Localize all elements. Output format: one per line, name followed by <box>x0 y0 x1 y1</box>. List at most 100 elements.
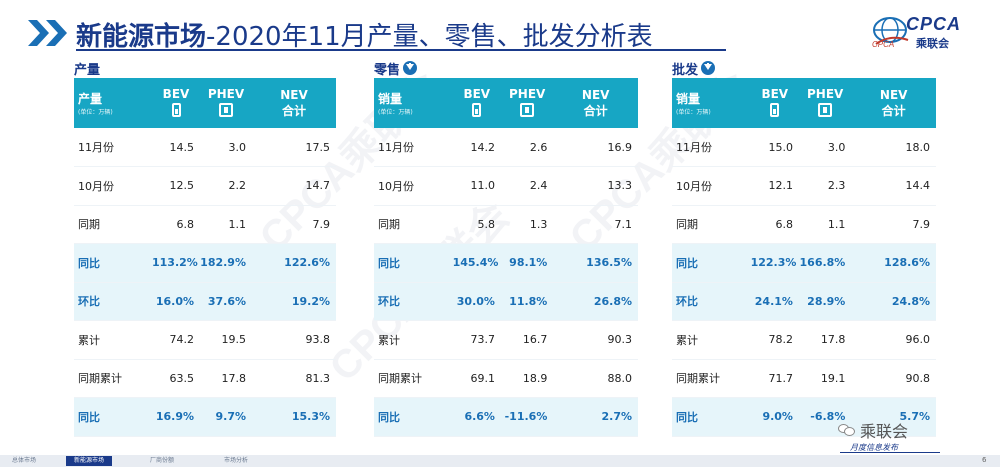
cell-nev: 7.9 <box>912 217 931 231</box>
footer-tab[interactable]: 新能源市场 <box>66 456 113 466</box>
cell-bev: 11.0 <box>470 179 495 193</box>
header-nev-top: NEV <box>280 87 308 102</box>
header-phev-label: PHEV <box>508 86 546 101</box>
cell-bev: 71.7 <box>768 371 793 385</box>
section-title-text: 零售 <box>374 62 401 78</box>
header-nev: NEV 合计 <box>553 78 638 128</box>
cell-bev: 16.0% <box>152 282 200 321</box>
arrow-down-circle-icon <box>701 61 716 75</box>
header-metric-label: 销量 <box>676 92 701 106</box>
header-bev-label: BEV <box>162 86 190 101</box>
header-nev-bottom: 合计 <box>881 103 906 118</box>
row-label: 11月份 <box>78 141 114 154</box>
cell-phev: 166.8% <box>798 243 852 282</box>
cell-nev: 18.0 <box>905 140 931 154</box>
header-unit: (单位：万辆) <box>676 109 711 116</box>
cell-nev: 88.0 <box>607 371 633 385</box>
cell-nev: 13.3 <box>607 179 633 193</box>
table-row: 累计 74.2 19.5 93.8 <box>74 321 336 359</box>
data-table: 产量 (单位：万辆) BEV PHEV NEV 合计 11月份 14.5 3.0 17.5 10月份… <box>74 78 336 437</box>
table-row: 累计 73.7 16.7 90.3 <box>374 321 638 359</box>
fuel-pump-icon <box>818 102 833 117</box>
cell-bev: 30.0% <box>452 282 501 321</box>
header-bev: BEV <box>453 78 501 128</box>
cell-nev: 136.5% <box>553 243 638 282</box>
fuel-pump-icon <box>219 102 233 117</box>
cell-bev: 145.4% <box>452 243 501 282</box>
table-row: 11月份 15.0 3.0 18.0 <box>672 128 936 167</box>
table-row: 同比 113.2% 182.9% 122.6% <box>74 243 336 282</box>
table-row: 环比 24.1% 28.9% 24.8% <box>672 282 936 321</box>
cell-nev: 90.8 <box>905 371 931 385</box>
section-title-text: 产量 <box>74 62 101 78</box>
cell-bev: 69.1 <box>470 371 495 385</box>
row-label: 环比 <box>74 282 152 321</box>
footer-tab[interactable]: 市场分析 <box>224 457 249 464</box>
wechat-account: 乘联会 <box>838 418 908 442</box>
cell-phev: 28.9% <box>798 282 852 321</box>
table-row: 10月份 11.0 2.4 13.3 <box>374 167 638 205</box>
cell-bev: 74.2 <box>169 333 195 347</box>
table-row: 环比 30.0% 11.8% 26.8% <box>374 282 638 321</box>
slogan: 月度信息发布 <box>850 443 898 452</box>
header-nev-top: NEV <box>581 87 610 102</box>
cell-nev: 81.3 <box>305 371 331 385</box>
cell-bev: 9.0% <box>750 397 799 436</box>
cell-nev: 7.1 <box>614 217 633 231</box>
row-label: 10月份 <box>676 179 712 193</box>
fuel-pump-icon <box>520 102 535 117</box>
page-title-bold: 新能源市场 <box>76 22 207 52</box>
footer-tab[interactable]: 厂商份额 <box>150 457 175 464</box>
table-row: 同期累计 63.5 17.8 81.3 <box>74 359 336 398</box>
cell-bev: 6.8 <box>176 217 195 231</box>
cell-nev: 26.8% <box>553 282 638 321</box>
battery-icon <box>472 102 482 117</box>
cell-nev: 19.2% <box>252 282 336 321</box>
row-label: 累计 <box>676 333 698 347</box>
row-label: 同期 <box>78 218 100 232</box>
cpca-logo: CPCA 乘联会 CPCA <box>870 14 970 52</box>
table-row: 同比 6.6% -11.6% 2.7% <box>374 397 638 436</box>
table-row: 同期 6.8 1.1 7.9 <box>74 205 336 244</box>
cell-phev: 2.6 <box>529 140 548 154</box>
header-nev: NEV 合计 <box>851 78 936 128</box>
cell-phev: 1.1 <box>228 217 247 231</box>
table-header-row: 销量 (单位：万辆) BEV PHEV NEV 合计 <box>672 78 936 128</box>
header-bev-label: BEV <box>463 86 491 101</box>
header-phev: PHEV <box>200 78 252 128</box>
header-metric: 产量 (单位：万辆) <box>74 78 152 128</box>
cell-phev: 2.4 <box>529 179 548 193</box>
cell-bev: 5.8 <box>477 217 495 231</box>
title-underline <box>76 49 726 51</box>
cell-phev: 16.7 <box>522 333 548 347</box>
cell-phev: 17.8 <box>820 333 846 347</box>
row-label: 环比 <box>672 282 751 321</box>
header-phev-label: PHEV <box>806 86 844 101</box>
section-title-text: 批发 <box>672 62 699 78</box>
cell-bev: 6.6% <box>452 397 501 436</box>
table-row: 累计 78.2 17.8 96.0 <box>672 321 936 359</box>
cell-phev: 11.8% <box>500 282 554 321</box>
row-label: 同比 <box>74 397 152 436</box>
header-bev: BEV <box>152 78 200 128</box>
footer-tab[interactable]: 总体市场 <box>12 457 37 464</box>
row-label: 同比 <box>374 397 453 436</box>
globe-icon <box>873 17 909 45</box>
header-metric-label: 销量 <box>378 92 403 106</box>
cell-bev: 16.9% <box>152 397 200 436</box>
table-row: 同比 9.0% -6.8% 5.7% <box>672 397 936 436</box>
logo-cn: 乘联会 <box>916 37 949 50</box>
row-label: 同比 <box>672 397 751 436</box>
page-number: 6 <box>982 456 987 464</box>
cell-bev: 78.2 <box>768 333 793 347</box>
cell-nev: 24.8% <box>851 282 936 321</box>
cell-nev: 14.4 <box>905 179 931 193</box>
cell-phev: 182.9% <box>200 243 252 282</box>
page-title-rest: -2020年11月产量、零售、批发分析表 <box>206 22 653 52</box>
header-nev-bottom: 合计 <box>583 103 608 118</box>
table-row: 同期累计 71.7 19.1 90.8 <box>672 359 936 398</box>
row-label: 11月份 <box>378 141 414 154</box>
row-label: 环比 <box>374 282 453 321</box>
data-table: 销量 (单位：万辆) BEV PHEV NEV 合计 11月份 15.0 3.0 18.0 10月份… <box>672 78 936 437</box>
section-title: 批发 <box>672 58 936 78</box>
